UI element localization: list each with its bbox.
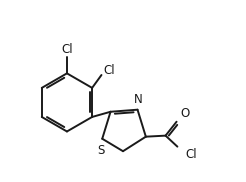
Text: S: S bbox=[97, 144, 104, 157]
Text: Cl: Cl bbox=[104, 64, 115, 77]
Text: Cl: Cl bbox=[185, 149, 197, 161]
Text: Cl: Cl bbox=[61, 43, 73, 56]
Text: O: O bbox=[181, 107, 190, 120]
Text: N: N bbox=[134, 93, 143, 106]
